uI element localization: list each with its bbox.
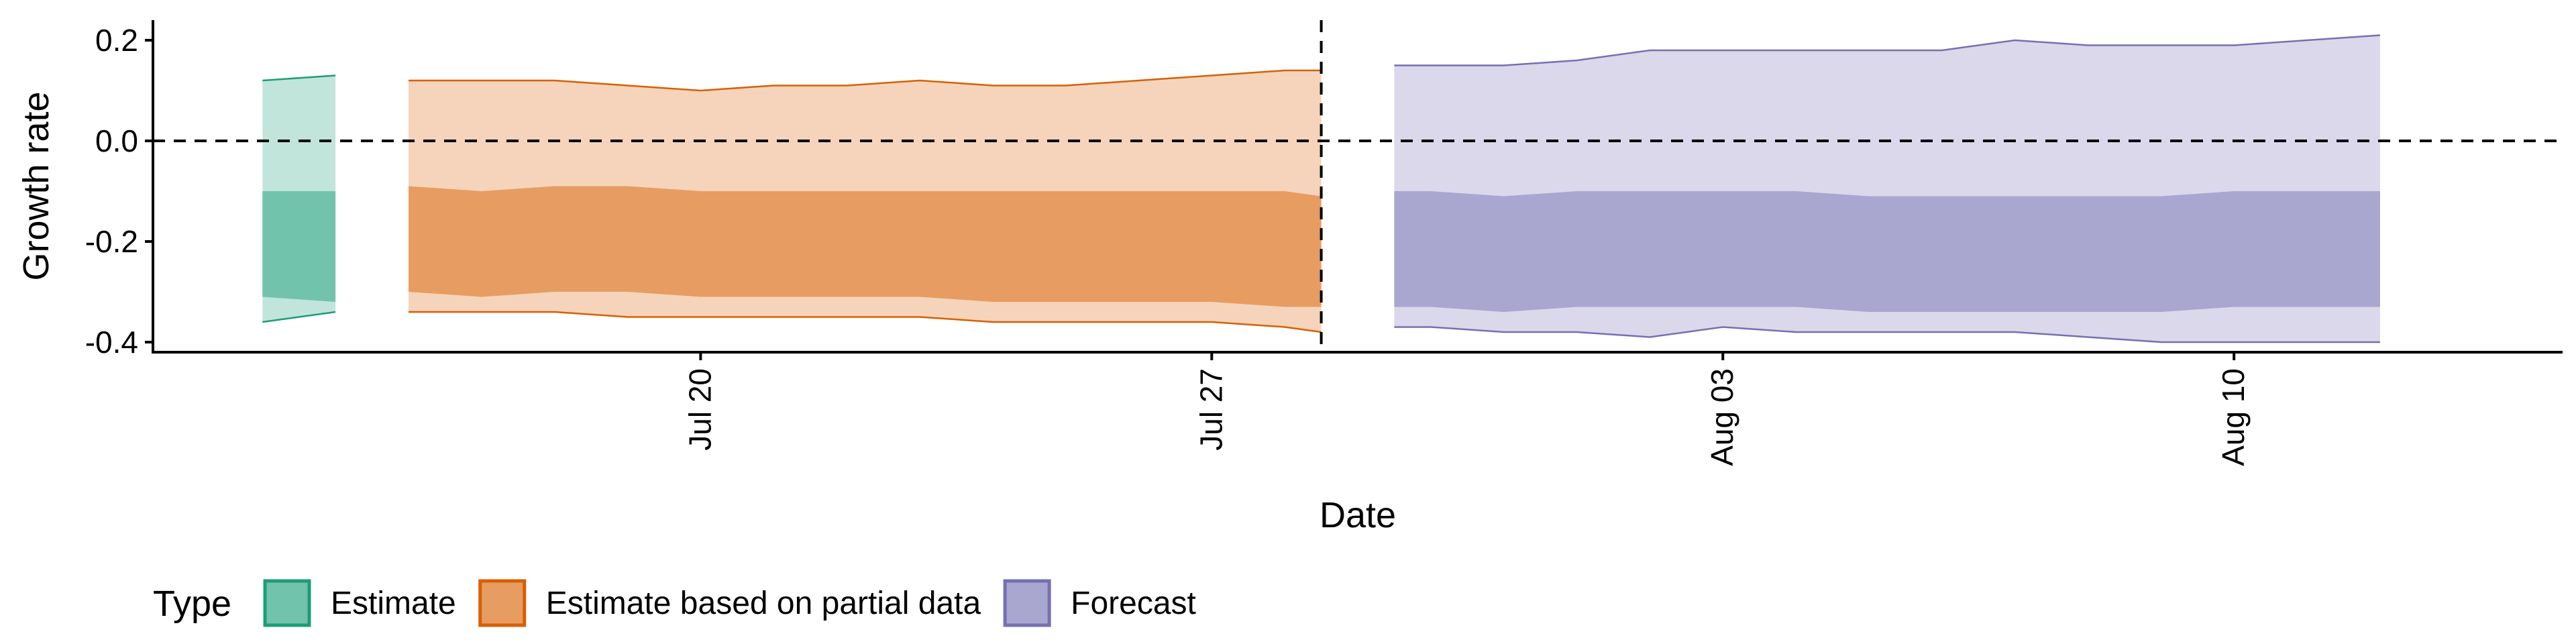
- x-tick-label: Aug 10: [2216, 368, 2251, 466]
- legend-key-estimate: [263, 579, 311, 627]
- estimate-based-on-partial-data-inner-band: [409, 186, 1322, 307]
- estimate-lower-edge: [262, 311, 336, 323]
- estimate-based-on-partial-data-lower-edge: [409, 311, 1322, 333]
- legend-key-estimate-based-on-partial-data: [478, 579, 527, 627]
- series-forecast: [1394, 34, 2380, 343]
- y-axis-title: Growth rate: [16, 91, 56, 280]
- estimate-based-on-partial-data-upper-edge: [409, 69, 1322, 92]
- forecast-lower-edge: [1394, 326, 2380, 343]
- y-tick-label: 0.2: [95, 23, 138, 58]
- legend-title: Type: [153, 584, 231, 624]
- legend-key-forecast: [1003, 579, 1051, 627]
- forecast-inner-band: [1394, 191, 2380, 312]
- legend-label-forecast: Forecast: [1071, 586, 1196, 621]
- estimate-inner-band: [262, 191, 336, 302]
- y-tick-label: 0.0: [95, 123, 138, 158]
- series-estimate-based-on-partial-data: [409, 69, 1322, 333]
- axes: 0.2 0.0 -0.2 -0.4 Jul 20 Jul 27 Aug 03 Aug 10: [85, 20, 2563, 466]
- x-axis-title: Date: [1320, 495, 1396, 535]
- forecast-upper-edge: [1394, 34, 2380, 66]
- series-estimate: [262, 74, 336, 323]
- x-tick-label: Aug 03: [1705, 368, 1739, 466]
- estimate-upper-edge: [262, 74, 336, 82]
- reference-lines: [153, 20, 2563, 352]
- x-tick-label: Jul 20: [682, 368, 717, 451]
- x-tick-label: Jul 27: [1193, 368, 1228, 451]
- y-tick-label: -0.4: [85, 325, 138, 360]
- band-layer: [262, 34, 2380, 343]
- y-tick-label: -0.2: [85, 224, 138, 259]
- legend-label-estimate-based-on-partial-data: Estimate based on partial data: [546, 586, 981, 621]
- legend-label-estimate: Estimate: [331, 586, 456, 621]
- legend: Type Estimate Estimate based on partial d…: [153, 579, 1196, 627]
